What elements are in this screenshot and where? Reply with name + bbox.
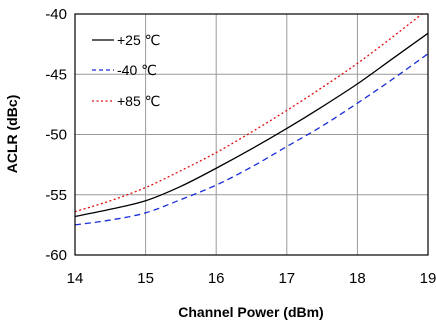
x-axis-title: Channel Power (dBm) xyxy=(178,304,323,320)
y-tick-label: -60 xyxy=(45,247,67,264)
y-tick-label: -45 xyxy=(45,66,67,83)
y-tick-label: -55 xyxy=(45,187,67,204)
x-tick-labels: 14 15 16 17 18 19 xyxy=(67,270,436,287)
series-line-1 xyxy=(75,53,428,226)
x-tick-label: 18 xyxy=(349,270,366,287)
y-tick-label: -40 xyxy=(45,6,67,23)
y-axis-title: ACLR (dBc) xyxy=(4,95,20,174)
series-lines xyxy=(75,14,428,226)
plot-frame xyxy=(74,13,429,256)
legend-label-1: -40 ℃ xyxy=(117,62,157,78)
legend-label-0: +25 ℃ xyxy=(117,32,160,48)
legend: +25 ℃ -40 ℃ +85 ℃ xyxy=(92,32,160,109)
x-tick-label: 14 xyxy=(67,270,84,287)
y-tick-labels: -40 -45 -50 -55 -60 xyxy=(45,6,67,264)
x-tick-label: 19 xyxy=(420,270,436,287)
x-tick-label: 16 xyxy=(208,270,225,287)
series-line-0 xyxy=(75,32,428,218)
series-line-2 xyxy=(75,14,423,213)
y-tick-label: -50 xyxy=(45,127,67,144)
x-tick-label: 17 xyxy=(278,270,295,287)
x-tick-label: 15 xyxy=(137,270,154,287)
legend-label-2: +85 ℃ xyxy=(117,93,160,109)
